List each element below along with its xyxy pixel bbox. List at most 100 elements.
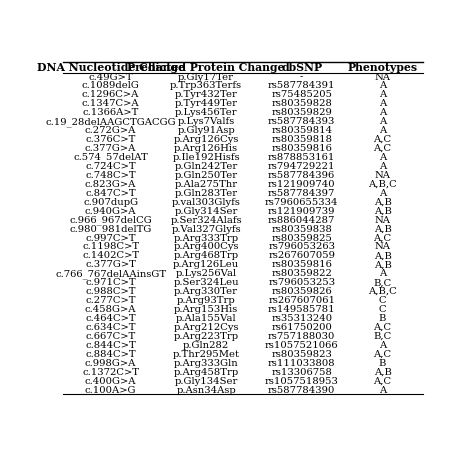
Text: p.Arg126Cys: p.Arg126Cys [173, 135, 239, 144]
Text: p.Arg126His: p.Arg126His [174, 144, 238, 153]
Text: c.574_57delAT: c.574_57delAT [73, 153, 148, 163]
Text: p.Trp363Terfs: p.Trp363Terfs [170, 82, 242, 91]
Text: rs80359814: rs80359814 [271, 126, 332, 135]
Text: c.100A>G: c.100A>G [85, 385, 137, 394]
Text: rs80359838: rs80359838 [271, 225, 332, 234]
Text: c.907dupG: c.907dupG [83, 198, 138, 207]
Text: p.Lys456Ter: p.Lys456Ter [175, 109, 237, 117]
Text: B,C: B,C [374, 278, 392, 287]
Text: rs80359816: rs80359816 [271, 260, 332, 269]
Text: rs80359823: rs80359823 [271, 350, 332, 359]
Text: c.376C>T: c.376C>T [85, 135, 136, 144]
Text: rs1057518953: rs1057518953 [265, 376, 338, 385]
Text: p.Arg330Ter: p.Arg330Ter [174, 287, 238, 296]
Text: rs1057521066: rs1057521066 [265, 341, 338, 350]
Text: A: A [379, 91, 386, 100]
Text: c.1296C>A: c.1296C>A [82, 91, 139, 100]
Text: c.766_767delAAinsGT: c.766_767delAAinsGT [55, 269, 166, 279]
Text: rs267607061: rs267607061 [268, 296, 335, 305]
Text: A,B,C: A,B,C [368, 180, 397, 189]
Text: A: A [379, 385, 386, 394]
Text: p.Arg153His: p.Arg153His [174, 305, 238, 314]
Text: rs80359826: rs80359826 [271, 287, 332, 296]
Text: A,C: A,C [374, 234, 392, 243]
Text: NA: NA [374, 171, 391, 180]
Text: rs149585781: rs149585781 [268, 305, 336, 314]
Text: c.1366A>T: c.1366A>T [82, 109, 139, 117]
Text: p.Arg400Cys: p.Arg400Cys [173, 242, 239, 251]
Text: A: A [379, 126, 386, 135]
Text: p.Asn34Asp: p.Asn34Asp [176, 385, 236, 394]
Text: B: B [379, 359, 386, 368]
Text: rs80359825: rs80359825 [271, 234, 332, 243]
Text: rs80359818: rs80359818 [271, 135, 332, 144]
Text: p.Ile192Hisfs: p.Ile192Hisfs [173, 153, 240, 162]
Text: p.Arg333Gln: p.Arg333Gln [174, 359, 238, 368]
Text: p.Gln250Ter: p.Gln250Ter [174, 171, 238, 180]
Text: A: A [379, 269, 386, 278]
Text: p.Tyr432Ter: p.Tyr432Ter [175, 91, 237, 100]
Text: p.Gly91Asp: p.Gly91Asp [177, 126, 235, 135]
Text: c.458G>A: c.458G>A [85, 305, 137, 314]
Text: rs111033808: rs111033808 [268, 359, 336, 368]
Text: c.988C>T: c.988C>T [85, 287, 136, 296]
Text: p.val303Glyfs: p.val303Glyfs [172, 198, 241, 207]
Text: rs13306758: rs13306758 [271, 368, 332, 377]
Text: C: C [379, 305, 386, 314]
Text: rs794729221: rs794729221 [268, 162, 336, 171]
Text: c.998G>A: c.998G>A [85, 359, 137, 368]
Text: A: A [379, 341, 386, 350]
Text: C: C [379, 296, 386, 305]
Text: c.277C>T: c.277C>T [85, 296, 136, 305]
Text: rs80359816: rs80359816 [271, 144, 332, 153]
Text: B,C: B,C [374, 332, 392, 341]
Text: A,B: A,B [374, 368, 392, 377]
Text: p.Val327Glyfs: p.Val327Glyfs [172, 225, 241, 234]
Text: c.377G>A: c.377G>A [85, 144, 137, 153]
Text: c.1372C>T: c.1372C>T [82, 368, 139, 377]
Text: c.966_967delCG: c.966_967delCG [69, 215, 152, 225]
Text: c.847C>T: c.847C>T [85, 189, 136, 198]
Text: p.Ser324Leu: p.Ser324Leu [173, 278, 239, 287]
Text: c.49G>T: c.49G>T [88, 73, 133, 82]
Text: c.1347C>A: c.1347C>A [82, 100, 139, 109]
Text: p.Ala275Thr: p.Ala275Thr [174, 180, 238, 189]
Text: rs61750200: rs61750200 [271, 323, 332, 332]
Text: A: A [379, 189, 386, 198]
Text: rs796053263: rs796053263 [268, 242, 335, 251]
Text: c.971C>T: c.971C>T [85, 278, 136, 287]
Text: c.940G>A: c.940G>A [85, 207, 137, 216]
Text: rs121909740: rs121909740 [268, 180, 336, 189]
Text: A: A [379, 82, 386, 91]
Text: rs587784396: rs587784396 [268, 171, 335, 180]
Text: A: A [379, 100, 386, 109]
Text: p.Arg212Cys: p.Arg212Cys [173, 323, 239, 332]
Text: rs796053253: rs796053253 [268, 278, 335, 287]
Text: dbSNP: dbSNP [281, 62, 322, 73]
Text: p.Lys256Val: p.Lys256Val [176, 269, 237, 278]
Text: c.844C>T: c.844C>T [85, 341, 136, 350]
Text: p.Gln282: p.Gln282 [183, 341, 229, 350]
Text: p.Gln283Ter: p.Gln283Ter [174, 189, 238, 198]
Text: c.997C>T: c.997C>T [85, 234, 136, 243]
Text: p.Gln242Ter: p.Gln242Ter [174, 162, 238, 171]
Text: Phenotypes: Phenotypes [347, 62, 418, 73]
Text: A,B: A,B [374, 198, 392, 207]
Text: c.980_981delTG: c.980_981delTG [70, 224, 152, 234]
Text: p.Lys7Valfs: p.Lys7Valfs [178, 117, 235, 126]
Text: c.1198C>T: c.1198C>T [82, 242, 139, 251]
Text: c.748C>T: c.748C>T [85, 171, 136, 180]
Text: p.Arg333Trp: p.Arg333Trp [173, 234, 239, 243]
Text: A,B,C: A,B,C [368, 287, 397, 296]
Text: p.Arg126Leu: p.Arg126Leu [173, 260, 239, 269]
Text: A,C: A,C [374, 376, 392, 385]
Text: A: A [379, 117, 386, 126]
Text: c.1089delG: c.1089delG [82, 82, 140, 91]
Text: A: A [379, 109, 386, 117]
Text: c.19_28delAAGCTGACGG: c.19_28delAAGCTGACGG [46, 117, 176, 127]
Text: A,B: A,B [374, 251, 392, 260]
Text: c.400G>A: c.400G>A [85, 376, 137, 385]
Text: rs267607059: rs267607059 [268, 251, 335, 260]
Text: p.Gly17Ter: p.Gly17Ter [178, 73, 234, 82]
Text: rs878853161: rs878853161 [268, 153, 336, 162]
